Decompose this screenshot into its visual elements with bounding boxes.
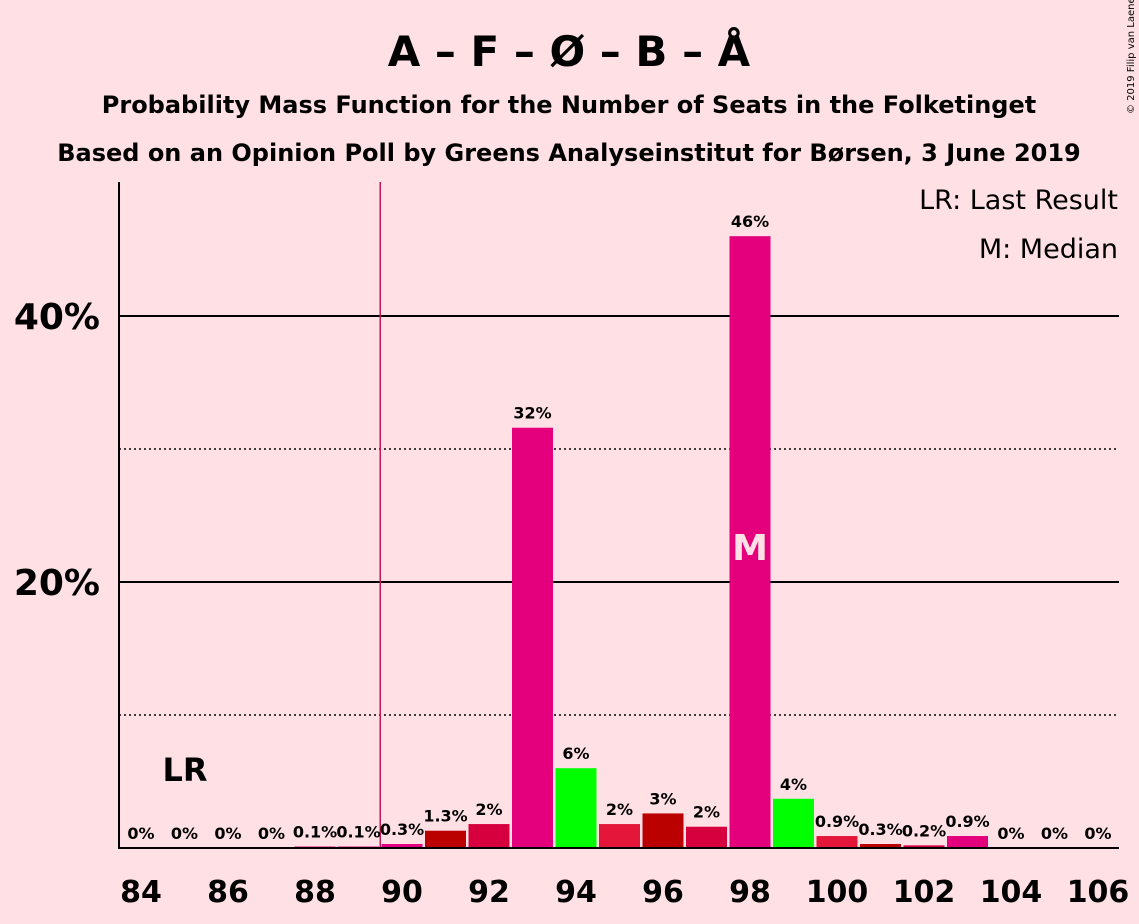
bar-seat-100 [816,836,858,848]
bar-seat-96 [642,813,684,848]
x-tick-label: 102 [893,875,956,910]
bar-seat-94 [555,768,597,848]
value-label-seat-98: 46% [731,212,769,231]
value-label-seat-94: 6% [562,744,589,763]
value-label-seat-92: 2% [475,800,502,819]
value-label-seat-96: 3% [649,789,676,808]
bar-seat-92 [468,824,510,848]
value-label-seat-90: 0.3% [380,820,424,839]
bar-seat-103 [947,836,988,848]
copyright-notice: © 2019 Filip van Laenen [1126,0,1137,114]
grid-lines [119,315,1119,716]
value-label-seat-97: 2% [693,803,720,822]
bar-seat-90 [381,844,423,848]
value-label-seat-91: 1.3% [423,807,467,826]
value-label-seat-99: 4% [780,775,807,794]
x-tick-labels: 84 86 88 90 92 94 96 98 100 102 104 106 [120,875,1129,910]
chart-subtitle: Probability Mass Function for the Number… [102,91,1036,119]
value-label-seat-106: 0% [1084,824,1111,843]
y-tick-label: 40% [14,297,100,338]
value-label-seat-89: 0.1% [336,823,380,842]
value-label-seat-101: 0.3% [858,820,902,839]
x-tick-label: 100 [806,875,869,910]
median-label: M [732,528,768,569]
bar-seat-99 [773,798,814,848]
x-tick-label: 98 [729,875,771,910]
legend-median: M: Median [979,234,1118,265]
bar-seat-98 [729,236,771,848]
bar-seat-95 [599,824,640,848]
bar-seat-93 [512,427,553,848]
x-tick-label: 84 [120,875,162,910]
legend-last-result: LR: Last Result [919,185,1118,216]
x-tick-label: 106 [1067,875,1130,910]
value-label-seat-84: 0% [127,824,154,843]
bar-seat-101 [860,844,901,848]
value-label-seat-93: 32% [513,404,551,423]
value-label-seat-102: 0.2% [902,821,946,840]
x-tick-label: 88 [294,875,336,910]
x-tick-label: 96 [642,875,684,910]
bar-seat-102 [903,845,945,848]
last-result-label: LR [162,751,207,789]
y-tick-labels: 20% 40% [14,297,100,604]
value-label-seat-100: 0.9% [815,812,859,831]
x-tick-label: 94 [555,875,597,910]
value-label-seat-103: 0.9% [945,812,989,831]
x-tick-label: 92 [468,875,510,910]
bar-seat-91 [425,830,466,848]
value-label-seat-85: 0% [171,824,198,843]
x-tick-label: 86 [207,875,249,910]
x-tick-label: 104 [980,875,1043,910]
value-label-seat-95: 2% [606,800,633,819]
chart-title: A – F – Ø – B – Å [388,26,751,76]
y-tick-label: 20% [14,563,100,604]
value-labels: 0% 0% 0% 0% 0.1% 0.1% 0.3%1.3% 2%32%6%2%3%2%46%… [127,212,1111,843]
bar-seat-97 [686,826,727,848]
value-label-seat-87: 0% [258,824,285,843]
bars [294,236,988,848]
value-label-seat-86: 0% [214,824,241,843]
x-tick-label: 90 [381,875,423,910]
chart-subtitle-2: Based on an Opinion Poll by Greens Analy… [57,139,1081,167]
value-label-seat-104: 0% [997,824,1024,843]
value-label-seat-105: 0% [1041,824,1068,843]
value-label-seat-88: 0.1% [293,823,337,842]
